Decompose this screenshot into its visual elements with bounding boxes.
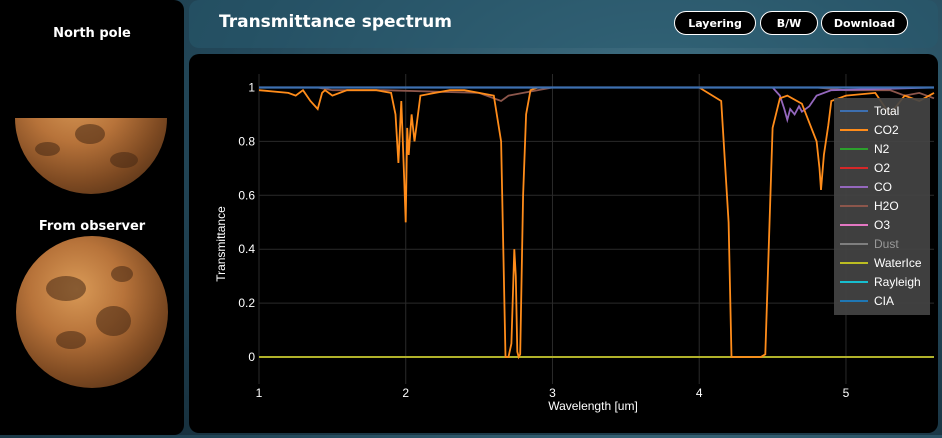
from-observer-label: From observer xyxy=(38,219,146,234)
legend-label: CIA xyxy=(874,294,894,308)
legend-label: Dust xyxy=(874,237,899,251)
legend-label: O3 xyxy=(874,218,890,232)
legend-item-total[interactable]: Total xyxy=(840,104,899,118)
legend-item-waterice[interactable]: WaterIce xyxy=(840,256,922,270)
layering-button[interactable]: Layering xyxy=(674,11,756,35)
observer-planet-image xyxy=(16,236,168,388)
legend-item-dust[interactable]: Dust xyxy=(840,237,899,251)
download-button[interactable]: Download xyxy=(821,11,908,35)
legend-label: N2 xyxy=(874,142,890,156)
legend-label: CO2 xyxy=(874,123,899,137)
legend-item-n2[interactable]: N2 xyxy=(840,142,890,156)
x-tick-label: 2 xyxy=(402,386,409,400)
x-axis-label: Wavelength [um] xyxy=(548,399,638,413)
legend[interactable]: Total CO2 N2 O2 CO H2O O3 Dust WaterIce Rayleigh C… xyxy=(834,98,930,315)
legend-item-co[interactable]: CO xyxy=(840,180,892,194)
transmittance-chart[interactable]: 0 0.2 0.4 0.6 0.8 1 1 2 3 4 5 Wavelength [um] Tran… xyxy=(189,54,938,433)
page-title: Transmittance spectrum xyxy=(219,12,452,32)
north-pole-planet-image xyxy=(15,118,167,194)
y-tick-label: 0.2 xyxy=(238,296,255,310)
y-tick-label: 0.4 xyxy=(238,242,255,256)
legend-item-rayleigh[interactable]: Rayleigh xyxy=(840,275,921,289)
legend-label: Rayleigh xyxy=(874,275,921,289)
series-line-co xyxy=(259,86,935,124)
legend-label: CO xyxy=(874,180,892,194)
legend-label: Total xyxy=(874,104,899,118)
series-line-co2 xyxy=(258,86,935,360)
series-lines xyxy=(258,86,935,360)
legend-item-o3[interactable]: O3 xyxy=(840,218,890,232)
north-pole-label: North pole xyxy=(53,26,131,41)
y-tick-label: 0.8 xyxy=(238,134,255,148)
legend-item-co2[interactable]: CO2 xyxy=(840,123,899,137)
legend-label: WaterIce xyxy=(874,256,922,270)
x-tick-label: 5 xyxy=(843,386,850,400)
legend-item-h2o[interactable]: H2O xyxy=(840,199,899,213)
header-bar: Transmittance spectrum Layering B/W Down… xyxy=(189,0,938,48)
x-tick-label: 3 xyxy=(549,386,556,400)
legend-label: H2O xyxy=(874,199,899,213)
legend-item-o2[interactable]: O2 xyxy=(840,161,890,175)
plot-panel: 0 0.2 0.4 0.6 0.8 1 1 2 3 4 5 Wavelength [um] Tran… xyxy=(189,54,938,433)
grid xyxy=(258,74,934,384)
axis-ticks: 0 0.2 0.4 0.6 0.8 1 1 2 3 4 5 xyxy=(238,80,849,400)
x-tick-label: 4 xyxy=(696,386,703,400)
legend-label: O2 xyxy=(874,161,890,175)
bw-button[interactable]: B/W xyxy=(760,11,818,35)
north-pole-view xyxy=(15,118,167,194)
y-tick-label: 0 xyxy=(248,350,255,364)
planet-panel: North pole From observer xyxy=(0,0,184,435)
legend-item-cia[interactable]: CIA xyxy=(840,294,894,308)
y-axis-label: Transmittance xyxy=(214,206,228,282)
y-tick-label: 0.6 xyxy=(238,188,255,202)
y-tick-label: 1 xyxy=(248,80,255,94)
x-tick-label: 1 xyxy=(256,386,263,400)
